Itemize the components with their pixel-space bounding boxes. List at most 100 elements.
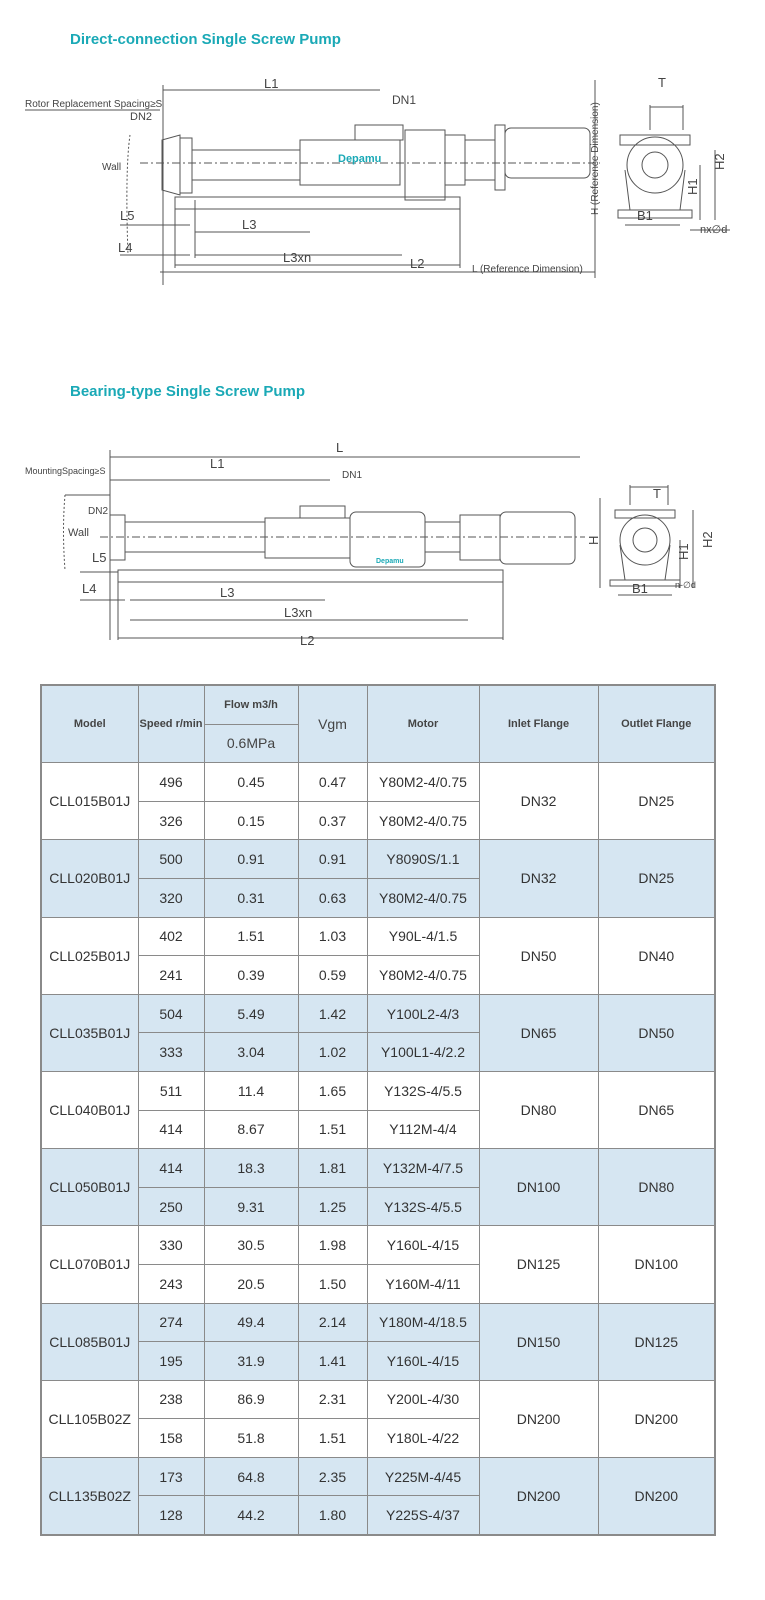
label-h: H [586, 536, 601, 545]
inlet-flange-cell: DN65 [478, 993, 599, 1072]
table-row: 250 9.31 1.25 Y132S-4/5.5 [41, 1186, 715, 1227]
table-row: CLL015B01J 496 0.45 0.47 Y80M2-4/0.75 DN32 DN2… [40, 762, 716, 841]
speed-cell: 500 [137, 839, 205, 879]
flow-cell: 1.51 [203, 916, 299, 957]
label-dn2: DN2 [130, 111, 152, 123]
speed-cell: 173 [137, 1456, 205, 1497]
motor-cell: Y80M2-4/0.75 [366, 877, 480, 918]
flow-cell: 3.04 [203, 1032, 299, 1072]
flow-cell: 0.45 [203, 762, 299, 802]
label-l4: L4 [82, 581, 96, 596]
flow-cell: 31.9 [203, 1341, 299, 1381]
label-nd: n-∅d [675, 580, 696, 590]
model-cell: CLL105B02Z [40, 1379, 139, 1458]
logo-depamu: Depamu [338, 153, 381, 165]
label-l3: L3 [220, 585, 234, 600]
vgm-cell: 0.59 [297, 955, 368, 995]
header-motor: Motor [366, 684, 480, 764]
table-row: CLL105B02Z 238 86.9 2.31 Y200L-4/30 DN200 DN20… [40, 1379, 716, 1458]
outlet-flange-cell: DN100 [597, 1225, 716, 1304]
label-dn2: DN2 [88, 506, 108, 517]
label-l: L [336, 440, 343, 455]
speed-cell: 274 [137, 1302, 205, 1343]
outlet-flange-cell: DN125 [597, 1302, 716, 1381]
header-model: Model [40, 684, 139, 764]
model-cell: CLL135B02Z [40, 1456, 139, 1536]
motor-cell: Y80M2-4/0.75 [366, 955, 480, 995]
label-l3: L3 [242, 217, 256, 232]
table-row: 414 8.67 1.51 Y112M-4/4 [41, 1109, 715, 1150]
motor-cell: Y90L-4/1.5 [366, 916, 480, 957]
label-l3xn: L3xn [283, 250, 311, 265]
label-l1: L1 [210, 456, 224, 471]
flow-cell: 0.15 [203, 800, 299, 841]
flow-cell: 5.49 [203, 993, 299, 1034]
header-inlet-flange: Inlet Flange [478, 684, 599, 764]
motor-cell: Y200L-4/30 [366, 1379, 480, 1420]
header-vgm: Vgm [297, 684, 368, 764]
vgm-cell: 1.50 [297, 1263, 368, 1304]
flow-cell: 49.4 [203, 1302, 299, 1343]
motor-cell: Y8090S/1.1 [366, 839, 480, 879]
label-dn1: DN1 [342, 470, 362, 481]
model-cell: CLL070B01J [40, 1225, 139, 1304]
label-h1: H1 [685, 178, 700, 195]
speed-cell: 496 [137, 762, 205, 802]
speed-cell: 330 [137, 1225, 205, 1265]
table-row: CLL135B02Z 173 64.8 2.35 Y225M-4/45 DN200 DN20… [40, 1456, 716, 1536]
label-t: T [653, 486, 661, 501]
speed-cell: 158 [137, 1418, 205, 1458]
vgm-cell: 0.63 [297, 877, 368, 918]
flow-cell: 64.8 [203, 1456, 299, 1497]
label-l2: L2 [300, 633, 314, 648]
label-l-ref: L (Reference Dimension) [472, 264, 583, 275]
vgm-cell: 1.02 [297, 1032, 368, 1072]
inlet-flange-cell: DN100 [478, 1148, 599, 1227]
label-h2: H2 [700, 531, 715, 548]
speed-cell: 238 [137, 1379, 205, 1420]
label-l4: L4 [118, 240, 132, 255]
vgm-cell: 0.37 [297, 800, 368, 841]
motor-cell: Y80M2-4/0.75 [366, 800, 480, 841]
outlet-flange-cell: DN25 [597, 762, 716, 841]
motor-cell: Y180L-4/22 [366, 1418, 480, 1458]
logo-depamu: Depamu [376, 558, 404, 565]
inlet-flange-cell: DN150 [478, 1302, 599, 1381]
outlet-flange-cell: DN80 [597, 1148, 716, 1227]
vgm-cell: 1.42 [297, 993, 368, 1034]
label-l3xn: L3xn [284, 605, 312, 620]
table-row: 128 44.2 1.80 Y225S-4/37 [41, 1495, 715, 1536]
inlet-flange-cell: DN125 [478, 1225, 599, 1304]
motor-cell: Y132M-4/7.5 [366, 1148, 480, 1188]
model-cell: CLL085B01J [40, 1302, 139, 1381]
model-cell: CLL040B01J [40, 1070, 139, 1150]
header-flow: Flow m3/h [203, 684, 299, 725]
bearing-type-drawing: L L1 MountingSpacing≥S DN1 DN2 Wall Depa… [25, 440, 715, 648]
flow-cell: 0.39 [203, 955, 299, 995]
speed-cell: 402 [137, 916, 205, 957]
outlet-flange-cell: DN65 [597, 1070, 716, 1150]
table-row: 320 0.31 0.63 Y80M2-4/0.75 [41, 877, 715, 918]
model-cell: CLL025B01J [40, 916, 139, 995]
table-row: CLL035B01J 504 5.49 1.42 Y100L2-4/3 DN65 DN50 [40, 993, 716, 1072]
label-rotor-spacing: Rotor Replacement Spacing≥S [25, 99, 163, 110]
flow-cell: 9.31 [203, 1186, 299, 1227]
model-cell: CLL050B01J [40, 1148, 139, 1227]
model-cell: CLL020B01J [40, 839, 139, 918]
section-title-direct-connection: Direct-connection Single Screw Pump [70, 31, 341, 48]
outlet-flange-cell: DN25 [597, 839, 716, 918]
motor-cell: Y100L2-4/3 [366, 993, 480, 1034]
motor-cell: Y112M-4/4 [366, 1109, 480, 1150]
direct-connection-drawing: L1 DN1 Rotor Replacement Spacing≥S DN2 W… [25, 75, 730, 285]
label-l5: L5 [92, 550, 106, 565]
speed-cell: 504 [137, 993, 205, 1034]
motor-cell: Y160L-4/15 [366, 1341, 480, 1381]
vgm-cell: 1.80 [297, 1495, 368, 1536]
vgm-cell: 1.98 [297, 1225, 368, 1265]
label-wall: Wall [102, 162, 121, 173]
label-wall: Wall [68, 527, 89, 539]
outlet-flange-cell: DN50 [597, 993, 716, 1072]
flow-cell: 51.8 [203, 1418, 299, 1458]
model-cell: CLL035B01J [40, 993, 139, 1072]
flow-cell: 30.5 [203, 1225, 299, 1265]
